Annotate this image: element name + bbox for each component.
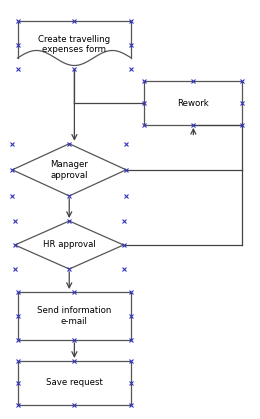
Text: Create travelling
expenses form: Create travelling expenses form xyxy=(38,35,110,54)
Polygon shape xyxy=(15,221,124,269)
Text: Send information
e-mail: Send information e-mail xyxy=(37,306,112,326)
Bar xyxy=(144,81,243,125)
Polygon shape xyxy=(12,144,126,196)
Polygon shape xyxy=(17,50,131,65)
Text: Manager
approval: Manager approval xyxy=(50,160,88,179)
Bar xyxy=(17,21,131,58)
Text: HR approval: HR approval xyxy=(43,241,96,249)
Bar xyxy=(17,292,131,340)
Bar xyxy=(17,361,131,405)
Text: Rework: Rework xyxy=(178,98,209,108)
Text: Save request: Save request xyxy=(46,378,103,387)
